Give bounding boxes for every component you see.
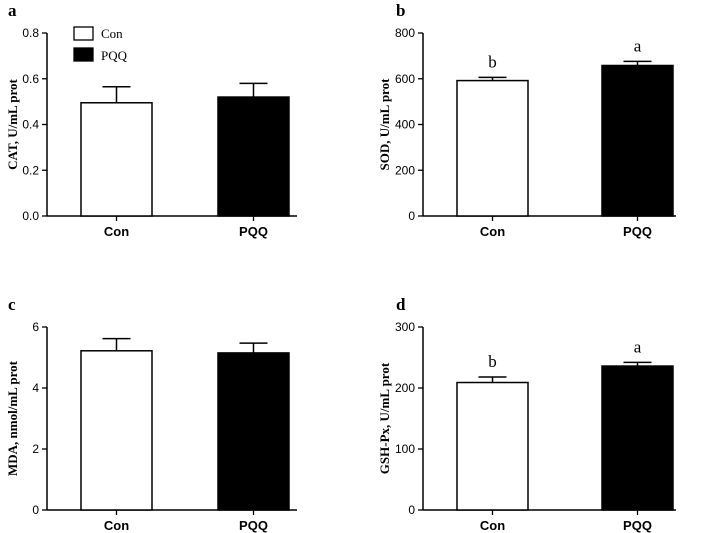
y-tick-label: 4 [32,381,39,395]
panel-letter: d [396,295,406,314]
legend-label-pqq: PQQ [101,48,128,63]
y-tick-label: 0 [408,503,415,517]
bar-con [80,102,153,217]
panel-letter: a [8,1,17,20]
y-axis-label: GSH-Px, U/mL prot [377,362,392,474]
y-tick-label: 200 [395,381,415,395]
chart-panel-b: b SOD, U/mL prot 0 200 400 600 800 Con b PQQ a [377,1,676,239]
chart-panel-a: a CAT, U/mL prot 0.0 0.2 0.4 0.6 0.8 Con PQQ [5,1,297,239]
bar-pqq [601,64,674,217]
x-tick-label: Con [480,518,505,533]
x-tick-label: Con [480,224,505,239]
y-tick-label: 800 [395,26,415,40]
y-tick-label: 0.2 [22,163,39,177]
legend-label-con: Con [101,26,123,41]
legend-swatch-pqq [73,47,94,62]
y-tick-label: 0.8 [22,26,39,40]
x-tick-label: Con [104,518,129,533]
y-tick-label: 2 [32,442,39,456]
y-tick-label: 400 [395,118,415,132]
legend-swatch-con [73,26,94,41]
bar-con [456,381,529,511]
x-tick-label: Con [104,224,129,239]
bar-pqq [217,96,290,217]
y-tick-label: 100 [395,442,415,456]
y-tick-label: 0.6 [22,72,39,86]
x-tick-label: PQQ [239,518,268,533]
x-tick-label: PQQ [623,224,652,239]
chart-panel-d: d GSH-Px, U/mL prot 0 100 200 300 Con b PQQ a [377,295,676,533]
y-tick-label: 200 [395,163,415,177]
y-tick-label: 600 [395,72,415,86]
y-tick-label: 6 [32,320,39,334]
chart-panel-c: c MDA, nmol/mL prot 0 2 4 6 Con PQQ [5,295,297,533]
bar-pqq [217,352,290,511]
y-tick-label: 300 [395,320,415,334]
panel-letter: b [396,1,405,20]
x-tick-label: PQQ [239,224,268,239]
y-tick-label: 0 [32,503,39,517]
y-axis-label: MDA, nmol/mL prot [5,360,20,476]
y-axis-label: SOD, U/mL prot [377,78,392,171]
y-tick-label: 0.4 [22,118,39,132]
y-axis-label: CAT, U/mL prot [5,79,20,170]
x-tick-label: PQQ [623,518,652,533]
bar-con [80,350,153,511]
bar-pqq [601,365,674,511]
significance-letter: b [488,52,497,71]
y-tick-label: 0.0 [22,209,39,223]
significance-letter: b [488,352,497,371]
bar-con [456,79,529,217]
panel-letter: c [8,295,16,314]
significance-letter: a [634,337,642,356]
legend: Con PQQ [73,26,128,63]
significance-letter: a [634,36,642,55]
y-tick-label: 0 [408,209,415,223]
